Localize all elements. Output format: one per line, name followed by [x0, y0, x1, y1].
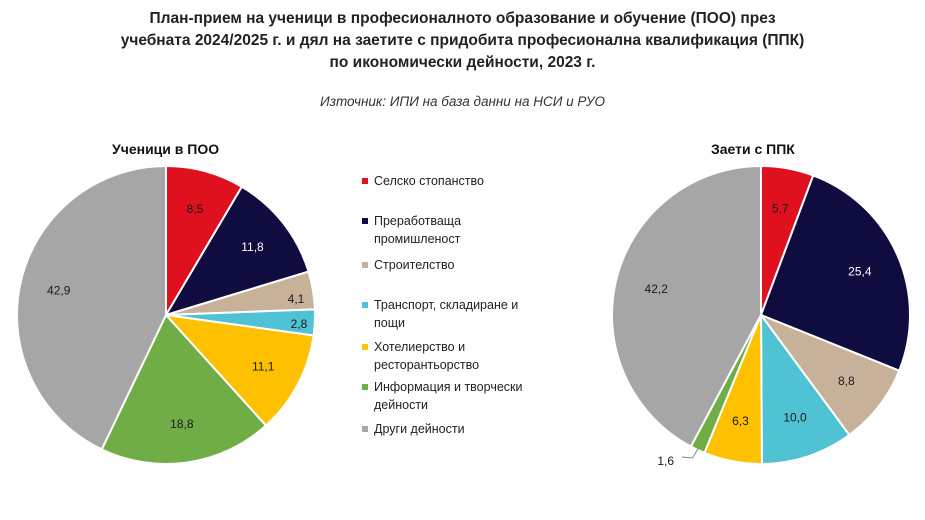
pie-label-information: 18,8 [170, 417, 194, 431]
pie-students: 8,5 11,8 4,1 2,8 11,1 18,8 42,9 [16, 164, 316, 465]
pie-slice-other [16, 164, 167, 451]
pie-label-hotels: 6,3 [732, 414, 749, 428]
pie-label-construction: 8,8 [838, 374, 855, 388]
legend-swatch-other [362, 426, 368, 432]
pie-label-other: 42,2 [645, 282, 669, 296]
pie-label-agriculture: 8,5 [187, 202, 204, 216]
legend-swatch-hotels [362, 344, 368, 350]
legend-label: Други дейности [374, 422, 465, 436]
pie-slice-manufacturing [759, 174, 911, 373]
legend-swatch-construction [362, 262, 368, 268]
pie-employed-title: Заети с ППК [711, 141, 795, 157]
legend-swatch-agriculture [362, 178, 368, 184]
legend-label: Информация и творчески дейности [374, 380, 523, 412]
pie-slice-construction [758, 312, 901, 437]
legend-swatch-manufacturing [362, 218, 368, 224]
legend-label: Хотелиерство и ресторантьорство [374, 340, 480, 372]
title-line-3: по икономически дейности, 2023 г. [329, 54, 596, 71]
pie-label-agriculture: 5,7 [772, 202, 789, 216]
pie-label-transport: 2,8 [291, 317, 308, 331]
source-note: Източник: ИПИ на база данни на НСИ и РУО [320, 94, 605, 109]
pie-slice-transport [759, 311, 851, 466]
pie-label-manufacturing: 11,8 [241, 240, 264, 254]
pie-label-construction: 4,1 [288, 292, 305, 306]
pie-students-title: Ученици в ПОО [112, 141, 220, 157]
legend-label: Преработваща промишленост [374, 214, 462, 246]
pie-slice-other [611, 164, 762, 448]
pie-label-manufacturing: 25,4 [848, 264, 872, 278]
pie-employed: 5,7 25,4 8,8 10,0 6,3 1,6 42,2 [611, 164, 911, 468]
legend-swatch-transport [362, 302, 368, 308]
pie-label-other: 42,9 [47, 284, 71, 298]
pie-slice-information [100, 313, 268, 465]
chart-main-title: План-прием на ученици в професионалното … [0, 8, 925, 74]
legend-swatch-information [362, 384, 368, 390]
legend-label: Строителство [374, 258, 455, 272]
leader-line-information [681, 447, 699, 459]
legend-label: Селско стопанство [374, 174, 484, 188]
pie-slice-hotels [163, 313, 315, 427]
pie-slice-manufacturing [163, 185, 310, 317]
pie-label-information: 1,6 [657, 454, 674, 468]
pie-label-transport: 10,0 [783, 411, 807, 425]
title-line-2: учебната 2024/2025 г. и дял на заетите с… [120, 32, 805, 49]
pie-label-hotels: 11,1 [252, 359, 275, 373]
title-line-1: План-прием на ученици в професионалното … [149, 10, 776, 27]
legend-label: Транспорт, складиране и пощи [374, 298, 519, 330]
